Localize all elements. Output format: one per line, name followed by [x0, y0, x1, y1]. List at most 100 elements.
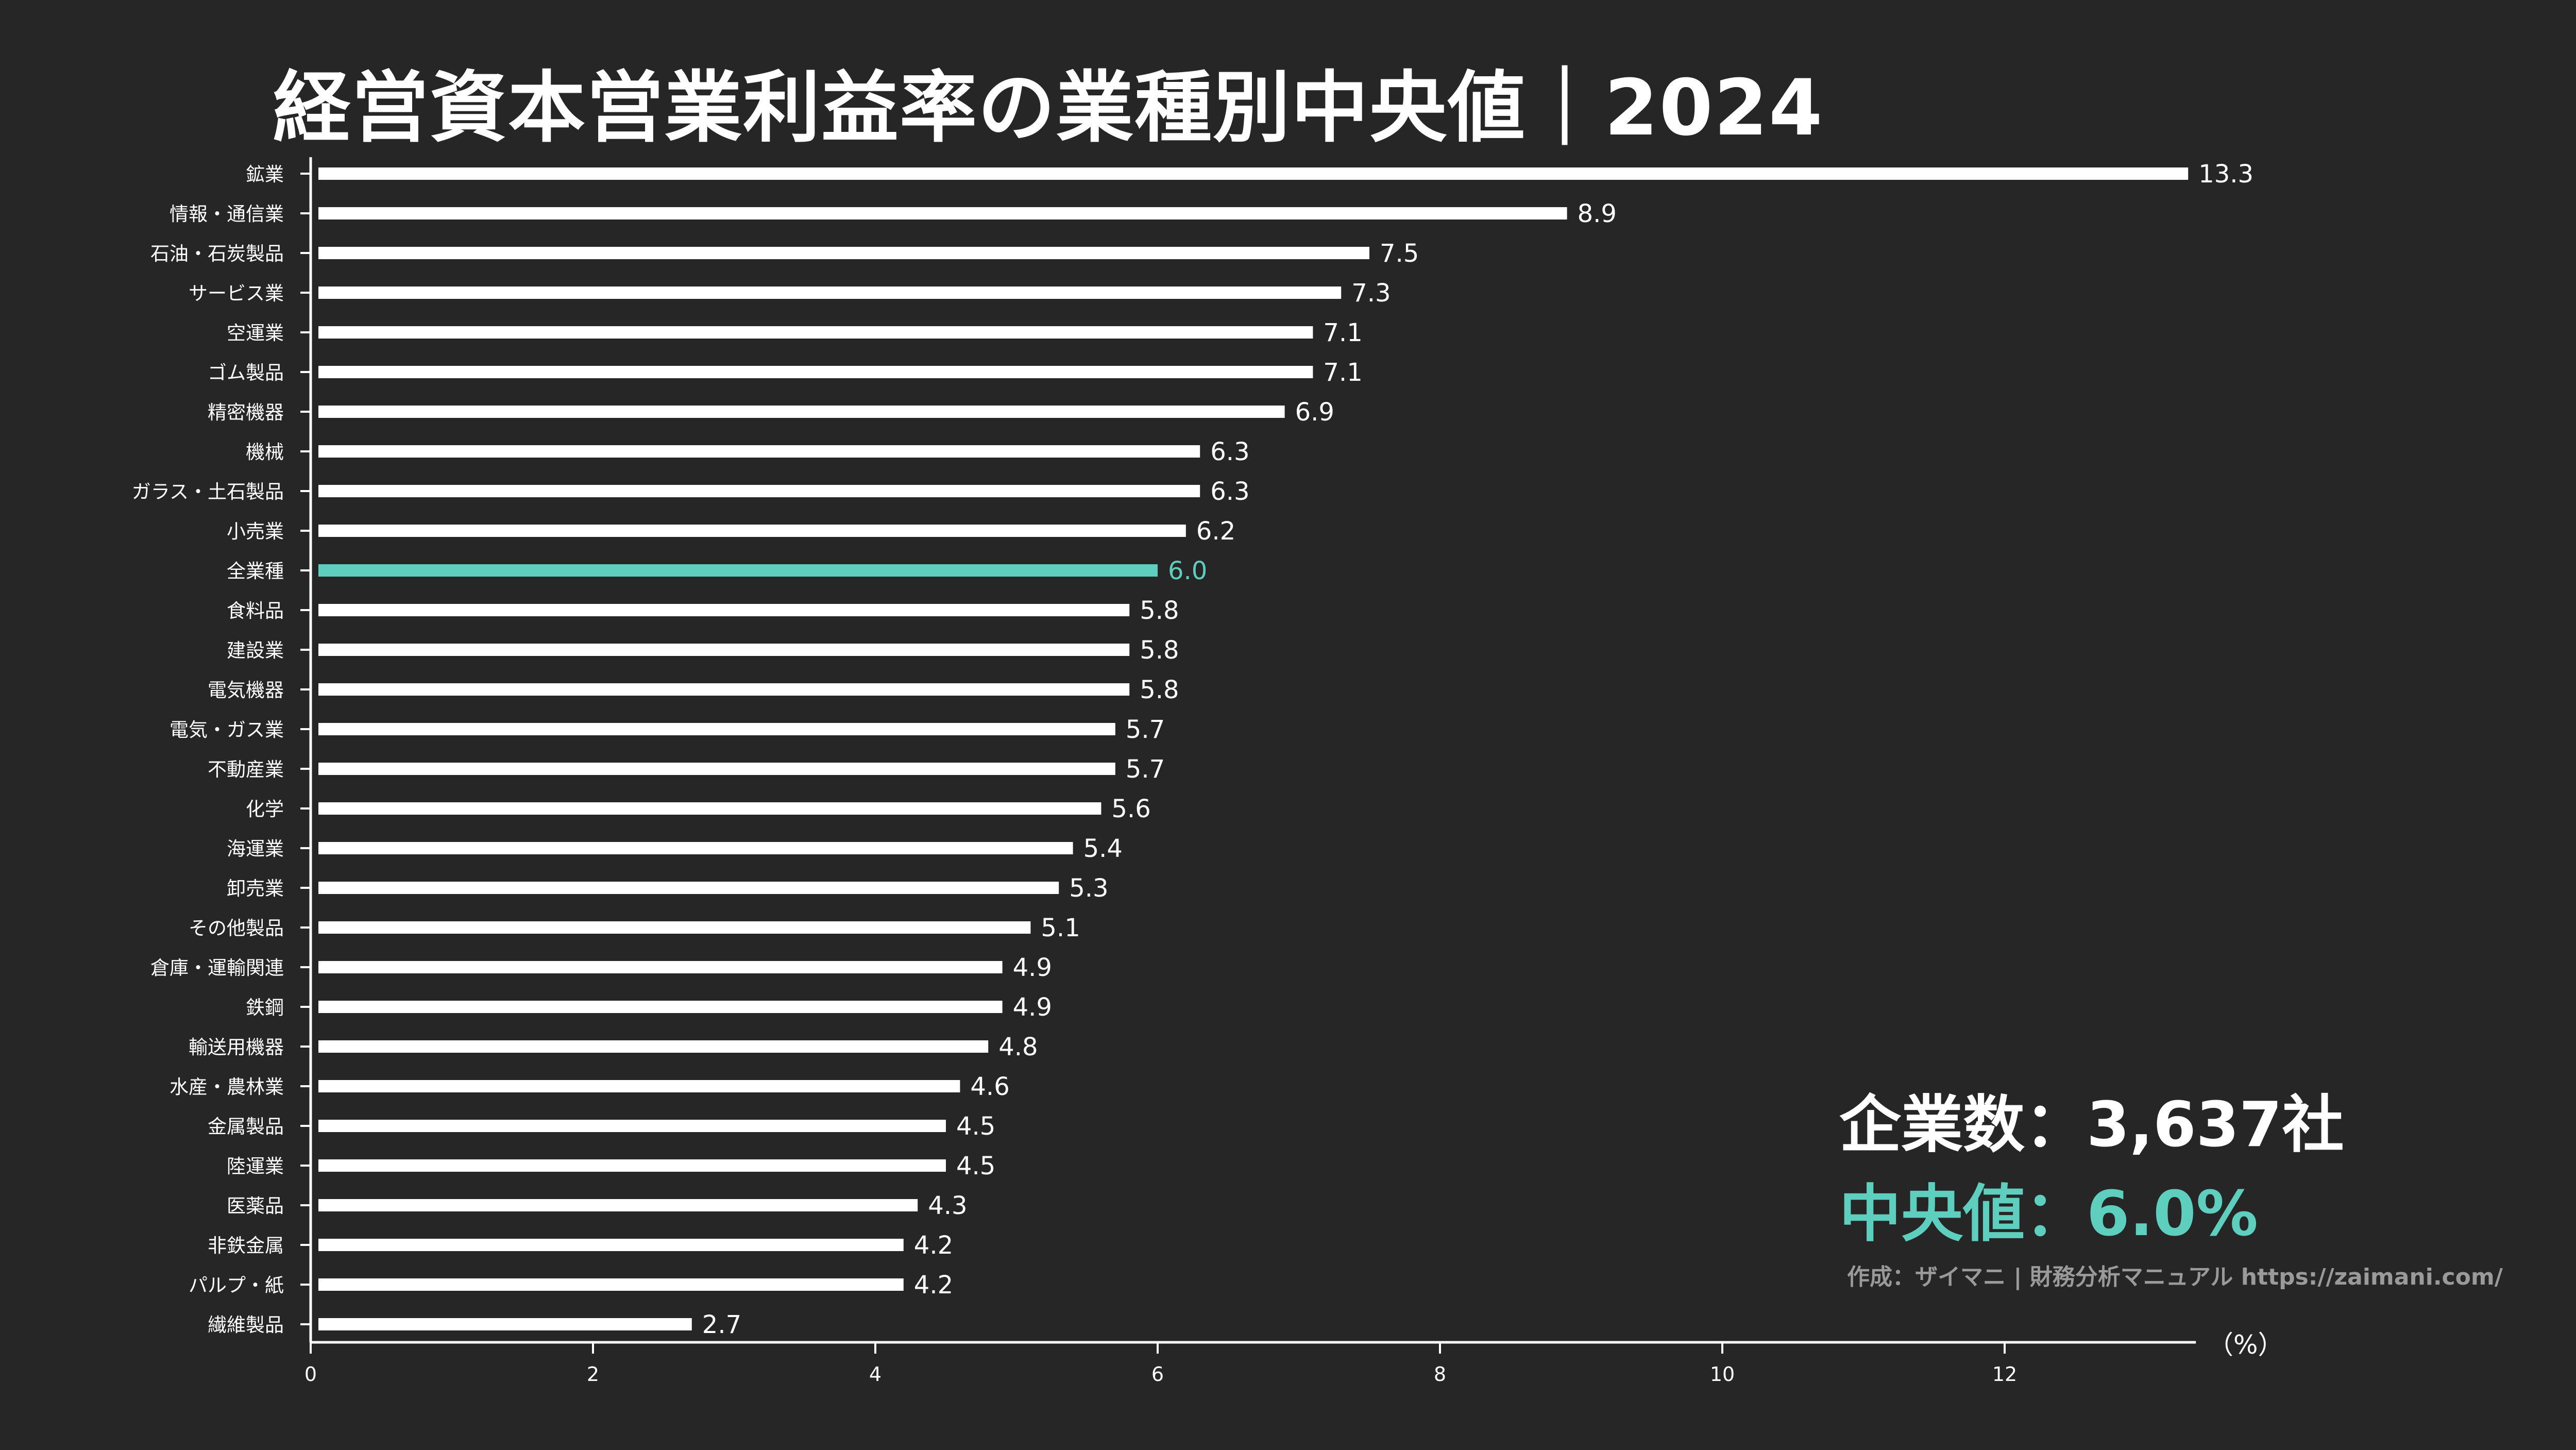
bar-highlight [318, 564, 1158, 577]
bar [318, 286, 1342, 299]
bar [318, 802, 1101, 815]
value-label: 6.2 [1196, 517, 1235, 546]
bar [318, 763, 1115, 775]
bar [318, 1120, 946, 1132]
value-label: 7.1 [1323, 318, 1362, 347]
value-label: 7.1 [1323, 358, 1362, 387]
value-label: 5.4 [1083, 834, 1123, 863]
x-tick-label: 4 [869, 1363, 882, 1386]
category-label: 鉱業 [246, 163, 284, 186]
bar [318, 1278, 904, 1291]
credit-text: 作成：ザイマニ | 財務分析マニュアル https://zaimani.com/ [1847, 1264, 2503, 1290]
company-count-stat: 企業数：3,637社 [1839, 1089, 2344, 1161]
category-label: 陸運業 [227, 1155, 284, 1177]
bar [318, 1199, 918, 1211]
value-label: 6.3 [1210, 477, 1249, 506]
category-label: パルプ・紙 [189, 1274, 284, 1296]
value-label: 5.1 [1041, 914, 1080, 942]
value-label: 5.7 [1126, 715, 1165, 744]
category-label: 精密機器 [208, 401, 284, 424]
value-label: 5.3 [1069, 874, 1108, 903]
bar [318, 961, 1003, 973]
bar [318, 644, 1130, 656]
value-label: 6.9 [1295, 398, 1334, 427]
value-label: 4.5 [956, 1152, 995, 1181]
category-label: 全業種 [227, 560, 284, 582]
value-label: 6.3 [1210, 437, 1249, 466]
x-tick-label: 10 [1710, 1363, 1735, 1386]
category-label: 化学 [246, 798, 284, 820]
value-label: 4.9 [1013, 953, 1052, 982]
value-label: 4.3 [928, 1191, 967, 1220]
bar [318, 525, 1186, 537]
x-tick-label: 2 [587, 1363, 599, 1386]
chart-title: 経営資本営業利益率の業種別中央値｜2024 [273, 63, 1824, 153]
x-tick-label: 12 [1992, 1363, 2017, 1386]
value-label: 4.6 [970, 1072, 1009, 1101]
category-label: サービス業 [189, 282, 284, 305]
bar [318, 1001, 1003, 1013]
bar [318, 882, 1059, 894]
bar [318, 326, 1313, 339]
value-label: 4.5 [956, 1112, 995, 1141]
category-label: 金属製品 [208, 1116, 284, 1138]
category-label: 建設業 [227, 639, 284, 662]
x-axis-unit-label: （%） [2208, 1330, 2284, 1360]
value-label: 13.3 [2198, 160, 2253, 189]
category-label: 食料品 [227, 600, 284, 622]
bar [318, 921, 1031, 934]
category-label: 不動産業 [208, 758, 284, 781]
bar [318, 406, 1285, 418]
category-label: 医薬品 [227, 1195, 284, 1217]
median-stat: 中央値：6.0% [1839, 1178, 2258, 1250]
value-label: 2.7 [702, 1310, 741, 1339]
bar [318, 247, 1369, 259]
category-label: 卸売業 [227, 878, 284, 900]
axes-layer: 0 2 4 6 8 10 12 [300, 157, 2196, 1386]
value-label: 7.5 [1380, 239, 1419, 268]
category-label: 情報・通信業 [170, 203, 284, 225]
value-label: 4.2 [914, 1231, 953, 1260]
x-tick-label: 6 [1151, 1363, 1164, 1386]
category-label: 小売業 [227, 520, 284, 543]
bar [318, 723, 1115, 735]
category-label: ガラス・土石製品 [132, 481, 284, 503]
category-label: 機械 [246, 441, 284, 463]
value-label: 8.9 [1578, 199, 1617, 228]
bar [318, 1318, 692, 1330]
bar [318, 445, 1200, 458]
value-label: 6.0 [1168, 557, 1207, 585]
value-label: 5.7 [1126, 755, 1165, 784]
value-label: 4.8 [998, 1033, 1038, 1061]
x-tick-label: 0 [304, 1363, 317, 1386]
category-label: 空運業 [227, 322, 284, 344]
value-label: 4.9 [1013, 993, 1052, 1022]
bar [318, 1159, 946, 1172]
value-label: 5.8 [1140, 636, 1179, 665]
category-label: 電気・ガス業 [170, 719, 284, 741]
bar [318, 1040, 989, 1053]
bar [318, 683, 1130, 696]
bar [318, 1239, 904, 1251]
bars-layer: 鉱業 13.3 情報・通信業 8.9 石油・石炭製品 7.5 サービス業 7.3 空運業 7.1 ゴ… [132, 160, 2253, 1339]
category-label: 石油・石炭製品 [150, 243, 284, 265]
bar [318, 842, 1073, 854]
bar [318, 485, 1200, 497]
bar [318, 207, 1567, 220]
category-label: 電気機器 [208, 679, 284, 701]
value-label: 4.2 [914, 1271, 953, 1300]
value-label: 5.8 [1140, 676, 1179, 704]
category-label: 鉄鋼 [246, 997, 284, 1019]
value-label: 5.8 [1140, 596, 1179, 625]
bar [318, 167, 2189, 180]
category-label: 海運業 [227, 838, 284, 860]
category-label: 水産・農林業 [170, 1076, 284, 1098]
category-label: 非鉄金属 [208, 1235, 284, 1257]
value-label: 5.6 [1111, 795, 1150, 823]
x-tick-label: 8 [1434, 1363, 1446, 1386]
category-label: 繊維製品 [208, 1314, 284, 1336]
bar [318, 1080, 960, 1092]
category-label: その他製品 [189, 917, 284, 939]
